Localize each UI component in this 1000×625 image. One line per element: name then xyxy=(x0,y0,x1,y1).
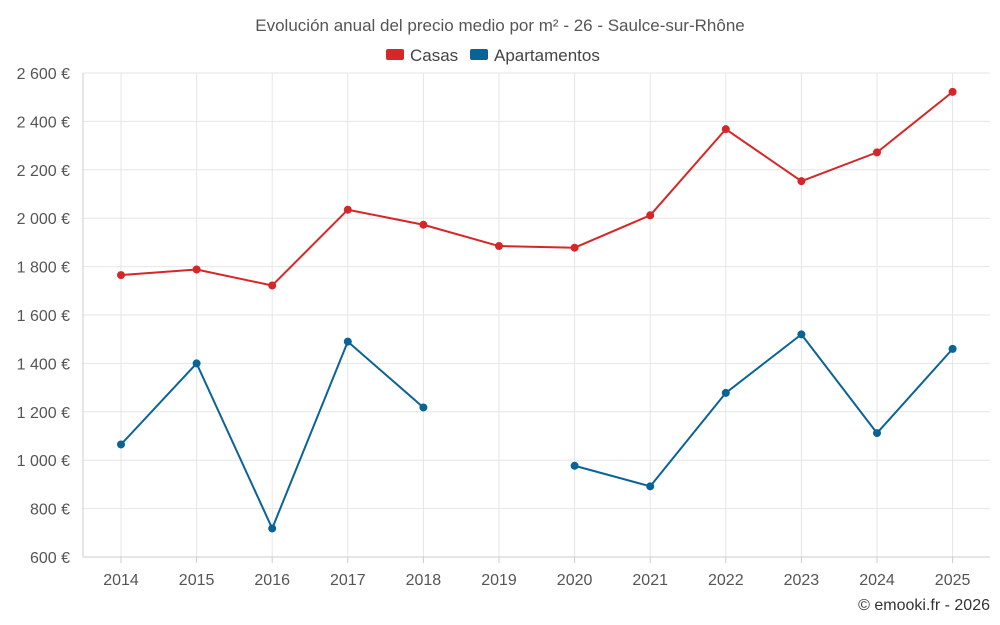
x-tick-label: 2023 xyxy=(784,572,820,589)
data-point-casas-2015[interactable] xyxy=(192,265,201,274)
y-tick-label: 1 600 € xyxy=(17,308,70,325)
data-point-apartamentos-2017[interactable] xyxy=(343,337,352,346)
x-tick-label: 2016 xyxy=(254,572,290,589)
x-tick-label: 2018 xyxy=(406,572,442,589)
x-tick-label: 2021 xyxy=(632,572,668,589)
data-point-casas-2018[interactable] xyxy=(419,220,428,229)
x-tick-label: 2025 xyxy=(935,572,971,589)
data-point-apartamentos-2015[interactable] xyxy=(192,359,201,368)
data-point-casas-2021[interactable] xyxy=(646,211,655,220)
data-point-apartamentos-2016[interactable] xyxy=(268,524,277,533)
data-point-casas-2020[interactable] xyxy=(570,243,579,252)
x-tick-label: 2024 xyxy=(859,572,895,589)
y-tick-label: 1 800 € xyxy=(17,260,70,277)
x-tick-label: 2014 xyxy=(103,572,139,589)
chart-title: Evolución anual del precio medio por m² … xyxy=(255,16,744,35)
y-tick-label: 2 200 € xyxy=(17,163,70,180)
data-point-casas-2019[interactable] xyxy=(495,242,503,251)
data-point-apartamentos-2023[interactable] xyxy=(797,330,806,339)
legend-label-casas[interactable]: Casas xyxy=(410,46,458,65)
data-point-apartamentos-2025[interactable] xyxy=(948,344,957,353)
data-point-casas-2023[interactable] xyxy=(797,177,806,186)
data-point-apartamentos-2022[interactable] xyxy=(721,388,730,397)
data-point-apartamentos-2014[interactable] xyxy=(117,440,125,449)
legend-swatch-apartamentos[interactable] xyxy=(470,49,488,60)
y-tick-label: 1 000 € xyxy=(17,453,70,470)
data-point-casas-2017[interactable] xyxy=(343,205,352,214)
series-line-apartamentos xyxy=(574,333,954,488)
x-tick-label: 2015 xyxy=(179,572,215,589)
data-point-casas-2025[interactable] xyxy=(948,87,957,96)
legend-label-apartamentos[interactable]: Apartamentos xyxy=(494,46,600,65)
data-point-casas-2014[interactable] xyxy=(117,271,125,280)
data-point-apartamentos-2020[interactable] xyxy=(570,461,579,470)
y-tick-label: 1 400 € xyxy=(17,356,70,373)
y-tick-label: 2 000 € xyxy=(17,211,70,228)
series-line-casas xyxy=(120,91,954,287)
x-tick-label: 2022 xyxy=(708,572,744,589)
y-tick-label: 600 € xyxy=(30,550,70,567)
legend-swatch-casas[interactable] xyxy=(386,49,404,60)
data-point-casas-2024[interactable] xyxy=(873,148,881,157)
y-tick-label: 800 € xyxy=(30,502,70,519)
data-point-casas-2016[interactable] xyxy=(268,281,277,290)
data-point-apartamentos-2021[interactable] xyxy=(646,482,655,491)
plot-area: 600 € 800 € 1 000 € 1 200 € 1 400 € 1 600 € 1 … xyxy=(17,66,990,589)
y-tick-label: 1 200 € xyxy=(17,405,70,422)
y-tick-label: 2 400 € xyxy=(17,114,70,131)
y-tick-label: 2 600 € xyxy=(17,66,70,83)
data-point-apartamentos-2018[interactable] xyxy=(419,403,428,412)
legend: Casas Apartamentos xyxy=(386,46,600,65)
credit-text: © emooki.fr - 2026 xyxy=(858,597,990,614)
data-point-apartamentos-2024[interactable] xyxy=(873,429,881,438)
x-tick-label: 2020 xyxy=(557,572,593,589)
x-tick-label: 2017 xyxy=(330,572,366,589)
data-point-casas-2022[interactable] xyxy=(721,125,730,134)
x-tick-label: 2019 xyxy=(481,572,517,589)
